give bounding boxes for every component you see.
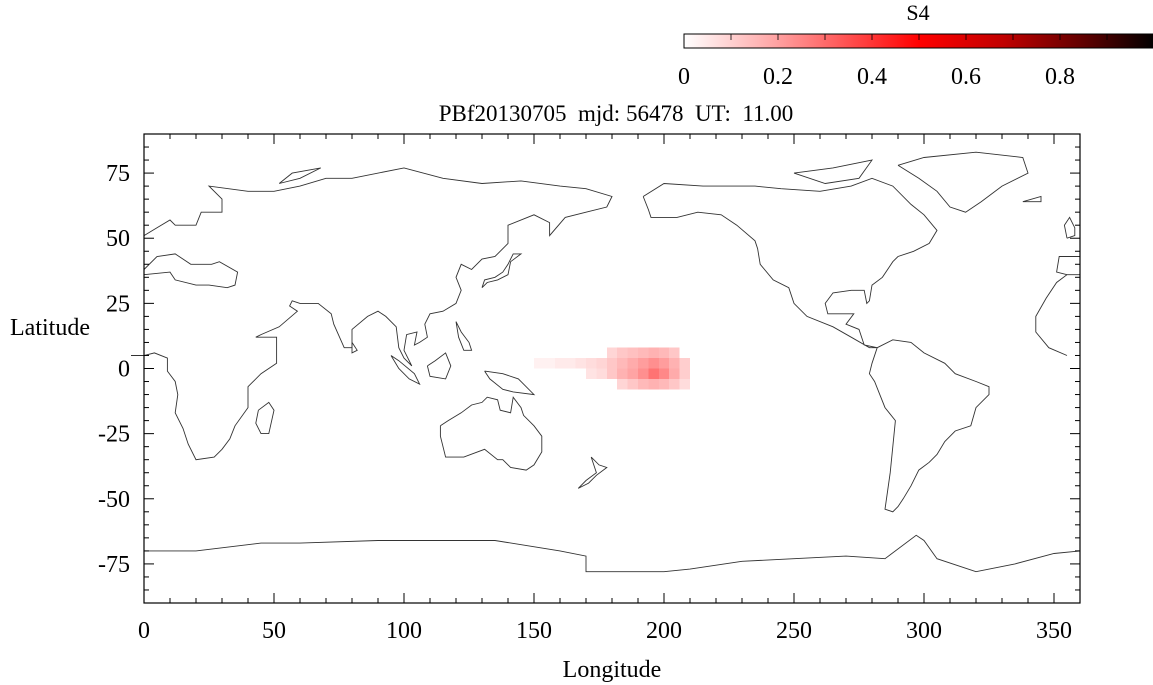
s4-cell: [658, 358, 670, 369]
s4-cell: [638, 368, 649, 379]
s4-cell: [586, 358, 597, 369]
y-axis-label: Latitude: [10, 315, 90, 341]
colorbar-tick-label: 0.8: [1045, 64, 1075, 90]
x-tick-label: 0: [138, 618, 150, 644]
y-tick-label: 75: [106, 161, 130, 187]
x-tick-label: 200: [646, 618, 682, 644]
s4-cell: [669, 368, 680, 379]
coastline-europe-west: [1056, 256, 1080, 276]
coastline-greenland: [897, 151, 1029, 213]
s4-cell: [648, 358, 659, 369]
coastline-sumatra: [390, 355, 421, 386]
s4-cell: [627, 347, 638, 359]
s4-cell: [627, 358, 638, 369]
s4-heatmap: [534, 347, 690, 390]
coastline-philippines: [455, 321, 473, 351]
coastline-antarctica: [144, 534, 1081, 573]
s4-cell: [658, 378, 670, 390]
coastline-north-america: [642, 177, 938, 349]
coastline-africa-west: [1035, 274, 1080, 356]
coastline-novaya-zemlya: [278, 167, 322, 184]
coastline-sri-lanka: [351, 342, 358, 354]
colorbar-gradient: [683, 33, 1153, 49]
s4-cell: [606, 358, 618, 369]
s4-cell: [617, 347, 628, 359]
s4-cell: [669, 378, 680, 390]
colorbar-ticks: 0 0.2 0.4 0.6 0.8: [678, 34, 1108, 90]
y-tick-label: -75: [98, 552, 130, 578]
y-tick-label: 25: [106, 291, 130, 317]
x-tick-label: 350: [1036, 618, 1072, 644]
s4-cell: [606, 347, 618, 359]
s4-cell: [565, 358, 576, 369]
s4-cell: [648, 378, 659, 390]
s4-cell: [638, 378, 649, 390]
coastline-arctic-islands: [793, 159, 874, 184]
y-tick-label: -50: [98, 487, 130, 513]
s4-cell: [586, 368, 597, 379]
plot-area: [131, 133, 1081, 604]
coastline-australia: [439, 396, 543, 471]
colorbar-tick-label: 0.4: [857, 64, 887, 90]
s4-cell: [658, 347, 670, 359]
x-tick-label: 150: [516, 618, 552, 644]
s4-cell: [554, 358, 566, 369]
coastlines: [131, 151, 1081, 573]
s4-cell: [669, 347, 680, 359]
x-axis-label: Longitude: [563, 657, 662, 683]
colorbar-tick-label: 0.2: [763, 64, 793, 90]
coastline-new-guinea: [484, 370, 536, 396]
colorbar: 0 0.2 0.4 0.6 0.8 S4: [678, 0, 1153, 90]
s4-cell: [669, 358, 680, 369]
s4-cell: [596, 358, 607, 369]
s4-cell: [544, 358, 555, 369]
s4-cell: [658, 368, 670, 379]
plot-frame: [143, 133, 1081, 604]
coastline-new-zealand: [577, 456, 608, 489]
s4-cell: [679, 358, 690, 369]
s4-cell: [648, 347, 659, 359]
s4-cell: [617, 358, 628, 369]
s4-cell: [617, 368, 628, 379]
colorbar-label: S4: [906, 0, 929, 25]
plot-title: PBf20130705 mjd: 56478 UT: 11.00: [439, 101, 794, 126]
s4-cell: [606, 368, 618, 379]
s4-cell: [617, 378, 628, 390]
s4-cell: [534, 358, 545, 369]
y-tick-label: 0: [118, 357, 130, 383]
x-tick-label: 100: [386, 618, 422, 644]
coastline-iceland: [1022, 195, 1042, 203]
x-tick-label: 250: [776, 618, 812, 644]
coastline-south-america: [868, 339, 990, 513]
s4-cell: [627, 368, 638, 379]
s4-cell: [679, 378, 690, 390]
s4-cell: [679, 368, 690, 379]
y-tick-label: -25: [98, 422, 130, 448]
coastline-borneo: [426, 352, 452, 380]
coastline-mediterranean-north: [143, 253, 239, 289]
s4-cell: [648, 368, 659, 379]
colorbar-tick-label: 0.6: [951, 64, 981, 90]
coastline-japan: [481, 253, 523, 289]
colorbar-tick-label: 0: [678, 64, 690, 90]
x-tick-label: 300: [906, 618, 942, 644]
s4-cell: [638, 358, 649, 369]
s4-cell: [575, 358, 586, 369]
s4-cell: [627, 378, 638, 390]
coastline-uk: [1063, 216, 1076, 239]
s4-cell: [638, 347, 649, 359]
s4-cell: [596, 368, 607, 379]
y-tick-label: 50: [106, 226, 130, 252]
coastline-eurasia-africa: [131, 167, 613, 461]
coastline-madagascar: [255, 401, 275, 435]
x-tick-label: 50: [262, 618, 286, 644]
